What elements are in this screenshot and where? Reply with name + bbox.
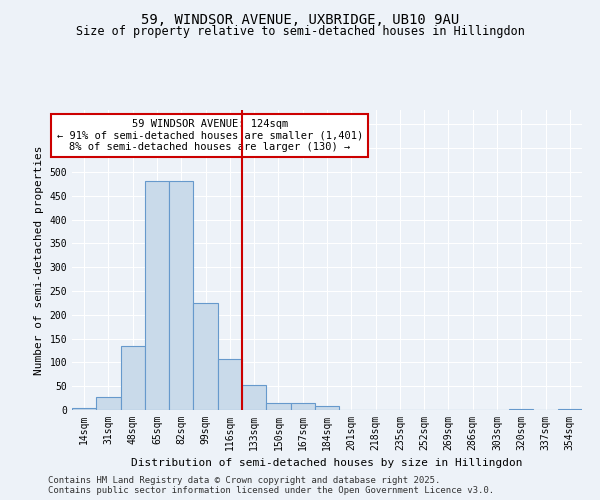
Text: 59 WINDSOR AVENUE: 124sqm
← 91% of semi-detached houses are smaller (1,401)
8% o: 59 WINDSOR AVENUE: 124sqm ← 91% of semi-… xyxy=(56,119,363,152)
Bar xyxy=(193,303,218,410)
Bar xyxy=(315,406,339,410)
Bar xyxy=(558,408,582,410)
Bar xyxy=(266,403,290,410)
Bar xyxy=(96,397,121,410)
X-axis label: Distribution of semi-detached houses by size in Hillingdon: Distribution of semi-detached houses by … xyxy=(131,458,523,468)
Bar xyxy=(169,182,193,410)
Text: Size of property relative to semi-detached houses in Hillingdon: Size of property relative to semi-detach… xyxy=(76,25,524,38)
Bar xyxy=(145,182,169,410)
Bar xyxy=(218,359,242,410)
Bar xyxy=(290,403,315,410)
Bar xyxy=(242,385,266,410)
Text: Contains public sector information licensed under the Open Government Licence v3: Contains public sector information licen… xyxy=(48,486,494,495)
Y-axis label: Number of semi-detached properties: Number of semi-detached properties xyxy=(34,145,44,375)
Bar xyxy=(72,408,96,410)
Text: Contains HM Land Registry data © Crown copyright and database right 2025.: Contains HM Land Registry data © Crown c… xyxy=(48,476,440,485)
Bar xyxy=(121,346,145,410)
Text: 59, WINDSOR AVENUE, UXBRIDGE, UB10 9AU: 59, WINDSOR AVENUE, UXBRIDGE, UB10 9AU xyxy=(141,12,459,26)
Bar xyxy=(509,408,533,410)
